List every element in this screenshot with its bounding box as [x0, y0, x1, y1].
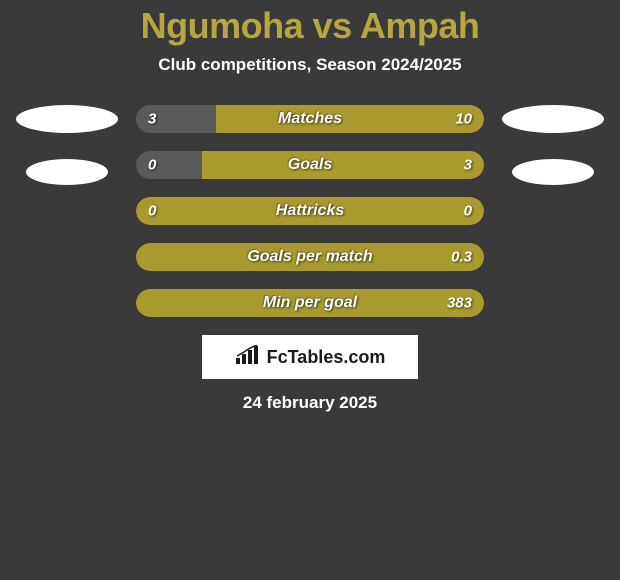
stat-label: Goals per match [247, 248, 372, 266]
brand-text: FcTables.com [267, 347, 386, 368]
stat-value-left: 0 [148, 157, 156, 174]
stat-value-left: 0 [148, 203, 156, 220]
stat-value-right: 10 [455, 111, 472, 128]
team-badge-right-2 [512, 159, 594, 185]
footer-date: 24 february 2025 [0, 393, 620, 413]
stat-label: Hattricks [276, 202, 344, 220]
stat-value-left: 3 [148, 111, 156, 128]
page-subtitle: Club competitions, Season 2024/2025 [0, 55, 620, 75]
right-team-badges [502, 105, 604, 185]
bars-icon [235, 345, 261, 370]
brand-logo: FcTables.com [202, 335, 418, 379]
stats-bars: 3 Matches 10 0 Goals 3 0 Hattricks 0 Goals per ma… [136, 105, 484, 317]
left-team-badges [16, 105, 118, 185]
stat-label: Matches [278, 110, 342, 128]
stat-label: Goals [288, 156, 332, 174]
stat-value-right: 383 [447, 295, 472, 312]
stat-bar: 3 Matches 10 [136, 105, 484, 133]
team-badge-left-2 [26, 159, 108, 185]
stat-value-right: 0.3 [451, 249, 472, 266]
bar-fill [202, 151, 484, 179]
team-badge-right-1 [502, 105, 604, 133]
stat-label: Min per goal [263, 294, 357, 312]
stat-bar: 0 Hattricks 0 [136, 197, 484, 225]
stat-bar: Min per goal 383 [136, 289, 484, 317]
stat-value-right: 3 [464, 157, 472, 174]
comparison-area: 3 Matches 10 0 Goals 3 0 Hattricks 0 Goals per ma… [0, 105, 620, 317]
page-title: Ngumoha vs Ampah [0, 5, 620, 47]
stat-bar: Goals per match 0.3 [136, 243, 484, 271]
team-badge-left-1 [16, 105, 118, 133]
stat-value-right: 0 [464, 203, 472, 220]
stat-bar: 0 Goals 3 [136, 151, 484, 179]
comparison-infographic: Ngumoha vs Ampah Club competitions, Seas… [0, 0, 620, 413]
